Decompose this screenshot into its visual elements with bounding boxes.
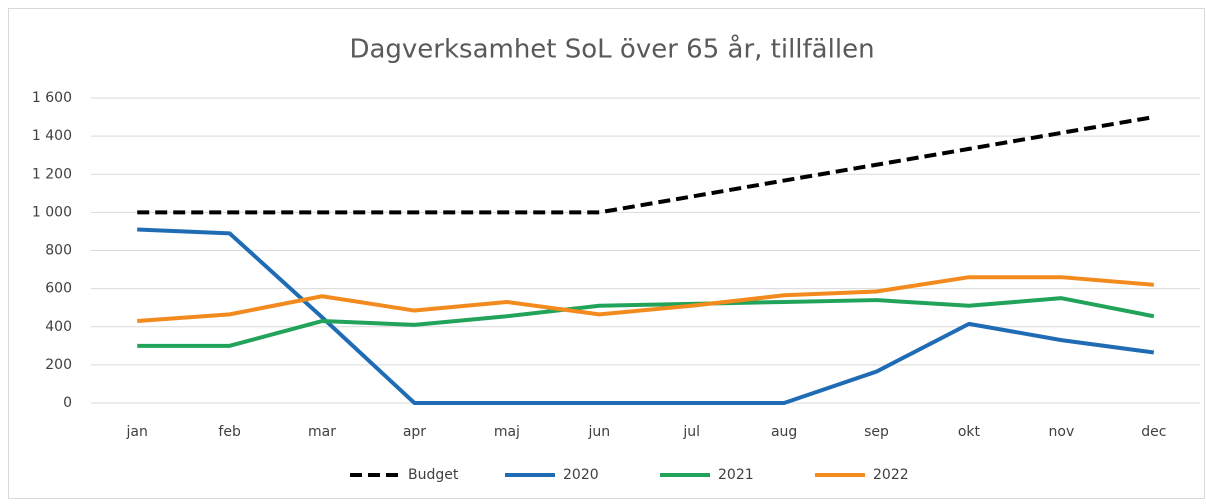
x-tick-label: apr bbox=[403, 424, 426, 440]
series-line bbox=[137, 115, 1155, 215]
y-tick-label: 1 600 bbox=[32, 90, 72, 106]
x-tick-label: sep bbox=[864, 424, 889, 440]
x-tick-label: okt bbox=[958, 424, 981, 440]
x-tick-label: jun bbox=[587, 424, 610, 440]
y-tick-label: 0 bbox=[63, 395, 72, 411]
y-tick-label: 600 bbox=[45, 281, 72, 297]
y-tick-label: 1 200 bbox=[32, 166, 72, 182]
x-tick-label: dec bbox=[1141, 424, 1166, 440]
x-tick-label: jan bbox=[126, 424, 148, 440]
chart-title: Dagverksamhet SoL över 65 år, tillfällen bbox=[349, 34, 874, 65]
x-tick-label: jul bbox=[682, 424, 700, 440]
legend-label: 2022 bbox=[873, 467, 909, 483]
x-tick-label: nov bbox=[1049, 424, 1075, 440]
chart-frame bbox=[8, 8, 1205, 499]
y-tick-label: 200 bbox=[45, 357, 72, 373]
x-tick-label: maj bbox=[494, 424, 520, 440]
legend-label: Budget bbox=[408, 467, 459, 483]
series-line bbox=[137, 296, 1155, 348]
y-tick-label: 800 bbox=[45, 243, 72, 259]
x-tick-label: mar bbox=[308, 424, 336, 440]
legend-label: 2020 bbox=[563, 467, 599, 483]
x-tick-label: aug bbox=[771, 424, 797, 440]
series-line bbox=[137, 227, 1155, 405]
y-tick-label: 1 000 bbox=[32, 204, 72, 220]
legend-label: 2021 bbox=[718, 467, 754, 483]
y-tick-label: 400 bbox=[45, 319, 72, 335]
x-tick-label: feb bbox=[218, 424, 241, 440]
series-line bbox=[137, 275, 1154, 324]
y-tick-label: 1 400 bbox=[32, 128, 72, 144]
